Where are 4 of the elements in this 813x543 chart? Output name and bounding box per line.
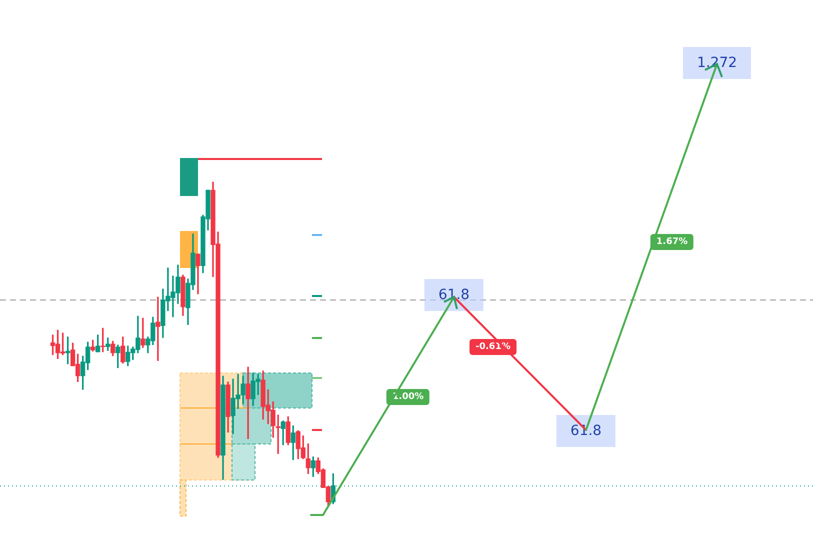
text: 1.00%	[386, 389, 430, 405]
text: 1.67%	[650, 234, 694, 250]
text: -0.61%	[470, 339, 516, 355]
candlestick	[156, 296, 160, 361]
